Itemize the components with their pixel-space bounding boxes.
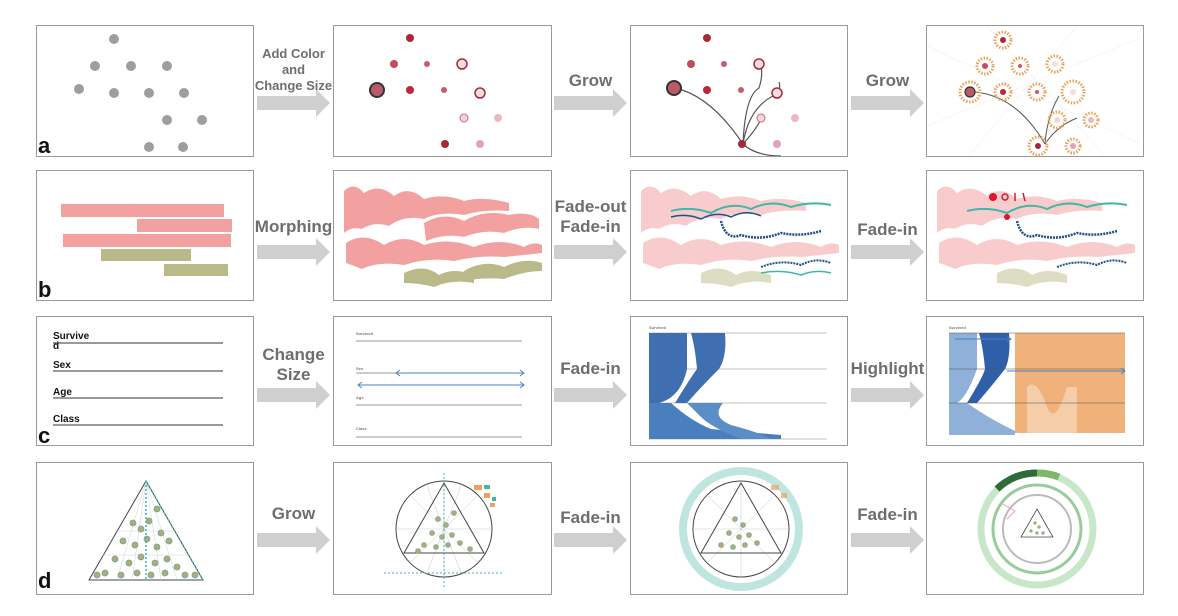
panel-c2: Survived Sex Age Class: [333, 316, 552, 446]
transition-label: Grow: [568, 71, 613, 90]
transition-label: Morphing: [254, 217, 333, 236]
transition-arrow: [851, 89, 924, 117]
transition-arrow: [554, 526, 627, 554]
transition-label: Fade-out Fade-in: [554, 197, 627, 236]
panel-c4: Survived: [926, 316, 1144, 446]
panel-a2: [333, 25, 552, 157]
rectangle-bands: [61, 204, 232, 276]
panel-b3: [630, 170, 848, 301]
transition-arrow: [851, 526, 924, 554]
panel-c1: Survive d Sex Age Class: [36, 316, 254, 446]
colored-dots: [369, 34, 502, 148]
panel-a1: [36, 25, 254, 157]
panel-a4: [926, 25, 1144, 157]
axis-label-survived: Survive d: [53, 331, 90, 352]
axis-label-sex-small: Sex: [356, 366, 364, 371]
transition-arrow: [554, 238, 627, 266]
transition-arrow: [257, 89, 330, 117]
transition-label: Grow: [865, 71, 910, 90]
ternary-faded-ring: [679, 467, 803, 591]
faded-in-lines-with-markers: [937, 186, 1135, 287]
transition-arrow: [554, 381, 627, 409]
transition-label: Grow: [271, 504, 316, 523]
transition-label: Fade-in: [560, 508, 621, 527]
row-label-c: c: [38, 423, 51, 448]
axis-label-survived-small: Survived: [356, 331, 373, 336]
transition-arrow: [851, 381, 924, 409]
axis-label-age: Age: [53, 387, 72, 398]
panel-d2: [333, 462, 552, 595]
transition-arrow: [851, 238, 924, 266]
transition-label: Add Color and Change Size: [254, 46, 333, 93]
transition-arrow: [257, 526, 330, 554]
radial-network: [927, 26, 1143, 156]
axis-label-class: Class: [53, 414, 80, 425]
transition-arrow: [257, 238, 330, 266]
axis-lines: [53, 342, 223, 426]
axis-label-survived-c3: Survived: [649, 325, 666, 330]
panel-c3: Survived: [630, 316, 848, 446]
axis-label-survived-c4: Survived: [949, 325, 966, 330]
faded-streams-with-lines: [641, 186, 839, 287]
panel-b2: [333, 170, 552, 301]
panel-a3: [630, 25, 848, 157]
growing-network: [666, 34, 799, 156]
transition-label: Change Size: [262, 345, 325, 384]
axis-label-sex: Sex: [53, 360, 71, 371]
panel-b4: [926, 170, 1144, 301]
ternary-with-circle: [384, 473, 504, 587]
panel-b1: [36, 170, 254, 301]
transition-label: Fade-in: [857, 220, 918, 239]
parallel-sets-highlight: [949, 332, 1126, 435]
row-label-b: b: [38, 277, 52, 302]
panel-d4: [926, 462, 1144, 595]
parallel-sets-blue: [649, 332, 827, 440]
transition-arrow: [554, 89, 627, 117]
panel-d3: [630, 462, 848, 595]
axis-label-age-small: Age: [356, 395, 364, 400]
axis-label-class-small: Class: [356, 426, 367, 431]
transition-arrow: [257, 381, 330, 409]
transition-label: Fade-in: [857, 505, 918, 524]
row-label-a: a: [38, 133, 51, 158]
transition-label: Highlight: [850, 359, 925, 378]
ternary-multiring: [977, 469, 1097, 589]
ternary-plot: [88, 479, 204, 581]
resized-axes: [356, 340, 525, 438]
morphed-streams: [344, 186, 542, 287]
row-label-d: d: [38, 568, 52, 593]
gray-dots: [74, 34, 207, 152]
transition-label: Fade-in: [560, 359, 621, 378]
panel-d1: [36, 462, 254, 595]
